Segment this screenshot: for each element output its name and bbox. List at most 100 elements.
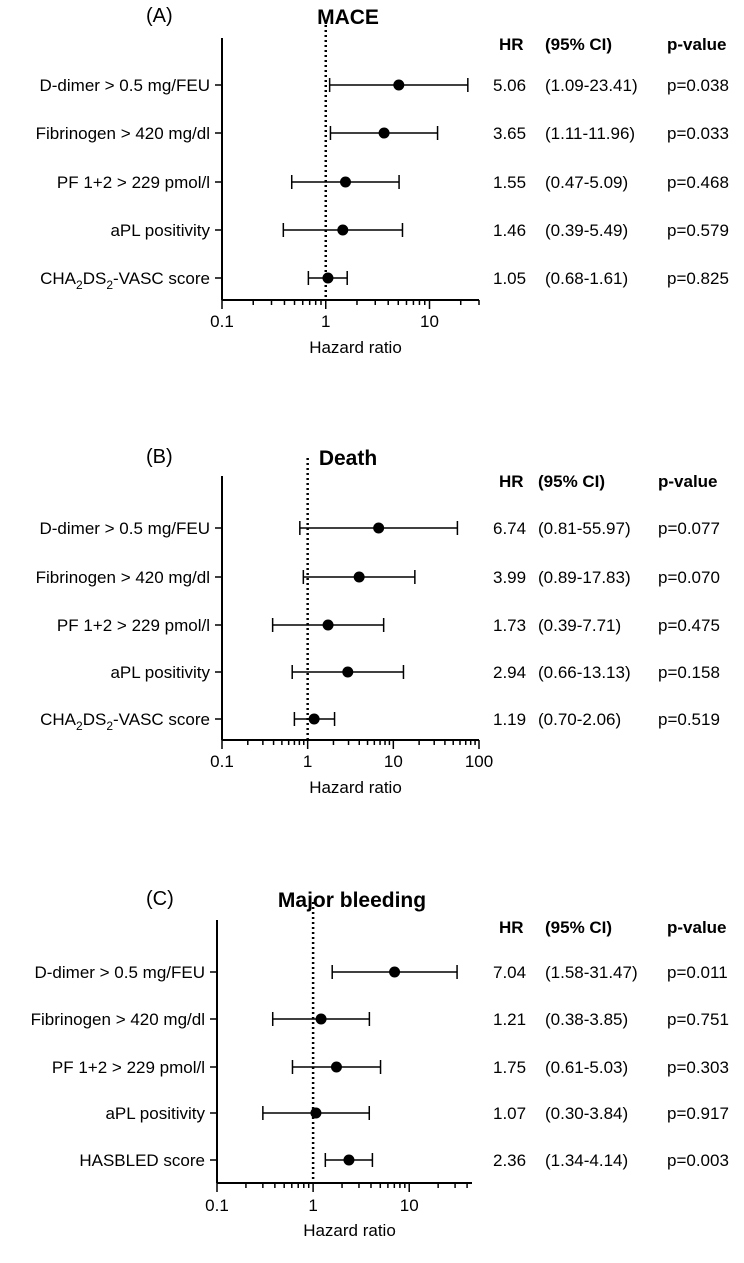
- hr-point: [330, 1061, 342, 1073]
- hr-point: [339, 176, 351, 188]
- hr-point: [315, 1013, 327, 1025]
- row-label: aPL positivity: [110, 221, 210, 240]
- hr-value: 2.94: [493, 663, 526, 682]
- hr-point: [378, 127, 390, 139]
- ci-value: (0.47-5.09): [545, 173, 628, 192]
- hr-value: 1.55: [493, 173, 526, 192]
- hr-point: [322, 619, 334, 631]
- hr-value: 5.06: [493, 76, 526, 95]
- ci-value: (1.09-23.41): [545, 76, 638, 95]
- ci-value: (1.34-4.14): [545, 1151, 628, 1170]
- ci-value: (0.61-5.03): [545, 1058, 628, 1077]
- p-value: p=0.475: [658, 616, 720, 635]
- p-value: p=0.751: [667, 1010, 729, 1029]
- row-label: aPL positivity: [110, 663, 210, 682]
- hr-value: 3.99: [493, 568, 526, 587]
- hr-point: [310, 1107, 322, 1119]
- hr-value: 6.74: [493, 519, 526, 538]
- x-tick-label: 0.1: [205, 1196, 229, 1215]
- ci-value: (0.68-1.61): [545, 269, 628, 288]
- header-hr: HR: [499, 472, 524, 491]
- hr-point: [389, 966, 401, 978]
- row-label: aPL positivity: [105, 1104, 205, 1123]
- x-axis-title: Hazard ratio: [309, 338, 402, 357]
- header-hr: HR: [499, 35, 524, 54]
- x-tick-label: 100: [465, 752, 493, 771]
- x-axis-title: Hazard ratio: [303, 1221, 396, 1240]
- p-value: p=0.077: [658, 519, 720, 538]
- p-value: p=0.038: [667, 76, 729, 95]
- hr-value: 7.04: [493, 963, 526, 982]
- forest-panel-c: (C) Major bleeding HR (95% CI) p-value 0.1 1 10…: [146, 888, 729, 1240]
- hr-value: 1.73: [493, 616, 526, 635]
- hr-point: [322, 272, 334, 284]
- p-value: p=0.158: [658, 663, 720, 682]
- header-ci: (95% CI): [538, 472, 605, 491]
- row-label: D-dimer > 0.5 mg/FEU: [39, 76, 210, 95]
- panel-label: (A): [146, 5, 173, 27]
- panel-title: Death: [319, 447, 377, 470]
- x-tick-label: 1: [321, 312, 330, 331]
- p-value: p=0.579: [667, 221, 729, 240]
- p-value: p=0.519: [658, 710, 720, 729]
- hr-value: 2.36: [493, 1151, 526, 1170]
- p-value: p=0.070: [658, 568, 720, 587]
- forest-panel-b: (B) Death HR (95% CI) p-value 0.1 1 10 100 Hazard…: [146, 446, 720, 797]
- ci-value: (1.58-31.47): [545, 963, 638, 982]
- x-axis-title: Hazard ratio: [309, 778, 402, 797]
- panel-title: MACE: [317, 6, 379, 29]
- p-value: p=0.011: [667, 963, 728, 982]
- x-tick-label: 1: [308, 1196, 317, 1215]
- row-label: HASBLED score: [79, 1151, 205, 1170]
- hr-point: [353, 571, 365, 583]
- p-value: p=0.825: [667, 269, 729, 288]
- hr-value: 1.05: [493, 269, 526, 288]
- x-tick-label: 0.1: [210, 752, 234, 771]
- hr-value: 1.46: [493, 221, 526, 240]
- hr-point: [308, 713, 320, 725]
- hr-point: [373, 522, 385, 534]
- ci-value: (0.66-13.13): [538, 663, 631, 682]
- ci-value: (0.39-7.71): [538, 616, 621, 635]
- header-ci: (95% CI): [545, 918, 612, 937]
- row-label: Fibrinogen > 420 mg/dl: [31, 1010, 205, 1029]
- hr-point: [342, 666, 354, 678]
- header-hr: HR: [499, 918, 524, 937]
- ci-value: (0.38-3.85): [545, 1010, 628, 1029]
- hr-value: 1.21: [493, 1010, 526, 1029]
- panel-label: (B): [146, 446, 173, 468]
- forest-panel-a: (A) MACE HR (95% CI) p-value 0.1 1 10 Hazard rat…: [146, 5, 729, 357]
- hr-point: [337, 224, 349, 236]
- row-label: Fibrinogen > 420 mg/dl: [36, 568, 210, 587]
- hr-value: 3.65: [493, 124, 526, 143]
- row-label: CHA2DS2-VASC score: [40, 269, 210, 292]
- header-p: p-value: [667, 35, 727, 54]
- hr-point: [343, 1154, 355, 1166]
- hr-point: [393, 79, 405, 91]
- x-tick-label: 0.1: [210, 312, 234, 331]
- ci-value: (0.89-17.83): [538, 568, 631, 587]
- x-tick-label: 10: [384, 752, 403, 771]
- ci-value: (0.70-2.06): [538, 710, 621, 729]
- ci-value: (1.11-11.96): [545, 124, 635, 143]
- row-label: PF 1+2 > 229 pmol/l: [57, 173, 210, 192]
- ci-value: (0.30-3.84): [545, 1104, 628, 1123]
- row-label: Fibrinogen > 420 mg/dl: [36, 124, 210, 143]
- row-label: D-dimer > 0.5 mg/FEU: [39, 519, 210, 538]
- p-value: p=0.468: [667, 173, 729, 192]
- row-label: PF 1+2 > 229 pmol/l: [57, 616, 210, 635]
- header-ci: (95% CI): [545, 35, 612, 54]
- hr-value: 1.07: [493, 1104, 526, 1123]
- x-tick-label: 10: [420, 312, 439, 331]
- row-label: D-dimer > 0.5 mg/FEU: [34, 963, 205, 982]
- p-value: p=0.033: [667, 124, 729, 143]
- header-p: p-value: [667, 918, 727, 937]
- hr-value: 1.19: [493, 710, 526, 729]
- ci-value: (0.39-5.49): [545, 221, 628, 240]
- p-value: p=0.003: [667, 1151, 729, 1170]
- row-label: CHA2DS2-VASC score: [40, 710, 210, 733]
- p-value: p=0.917: [667, 1104, 729, 1123]
- hr-value: 1.75: [493, 1058, 526, 1077]
- panel-label: (C): [146, 888, 174, 910]
